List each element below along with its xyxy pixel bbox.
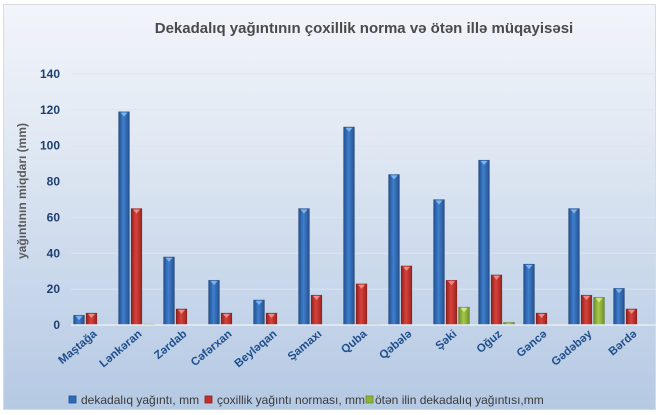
bar-red (490, 274, 503, 326)
legend-swatch-red (204, 395, 213, 404)
bar-blue (388, 174, 400, 326)
bar-group (73, 312, 98, 326)
bar-cap-red (448, 281, 455, 286)
bar-cap-red (313, 296, 320, 301)
y-tick-label: 100 (40, 139, 60, 153)
y-tick-label: 120 (40, 103, 60, 117)
bar-cap-blue (435, 200, 443, 205)
bar-cap-red (358, 284, 365, 289)
bar-group (523, 263, 548, 326)
bar-cap-red (178, 309, 185, 314)
y-axis-ticks: 0 20 40 60 80 100 120 140 (40, 67, 60, 332)
y-tick-label: 80 (47, 175, 61, 189)
legend-swatch-green (365, 395, 374, 404)
bar-blue (613, 287, 625, 326)
bar-group (118, 111, 155, 326)
bar-cap-red (88, 313, 95, 318)
bar-blue (523, 263, 535, 326)
x-tick-label: Oğuz (475, 328, 505, 356)
bar-red (130, 208, 143, 326)
legend-swatch-blue (68, 395, 77, 404)
x-tick-label: Maştağa (56, 328, 99, 367)
bar-group (568, 208, 605, 326)
bar-cap-blue (255, 300, 263, 305)
y-tick-label: 140 (40, 67, 60, 81)
bar-cap-blue (120, 112, 128, 117)
legend-label-series-2: ötən ilin dekadalıq yağıntısı,mm (375, 393, 544, 407)
bar-cap-red (133, 209, 140, 214)
y-tick-label: 60 (47, 210, 61, 224)
bar-cap-blue (210, 281, 218, 286)
bar-cap-red (493, 275, 500, 280)
bar-group (478, 159, 515, 326)
y-tick-label: 0 (53, 318, 60, 332)
bar-blue (343, 126, 355, 326)
x-tick-label: Şamaxı (286, 328, 325, 363)
x-tick-label: Zərdab (152, 328, 189, 362)
x-tick-label: Gədəbəy (550, 328, 595, 369)
bar-cap-blue (390, 175, 398, 180)
bar-group (253, 299, 278, 326)
bar-blue (568, 208, 580, 326)
y-tick-label: 40 (47, 246, 61, 260)
y-axis-label: yağıntının miqdarı (mm) (15, 123, 29, 259)
bar-blue (163, 256, 175, 326)
legend-item-series-1: çoxillik yağıntı norması, mm (204, 393, 365, 407)
bar-group (433, 199, 470, 326)
bar-group (388, 174, 413, 326)
x-tick-label: Cəfərxan (189, 328, 234, 369)
chart-title: Dekadalıq yağıntının çoxillik norma və ö… (155, 20, 573, 37)
bar-red (355, 283, 368, 326)
bar-group (298, 208, 323, 326)
bar-blue (478, 159, 490, 326)
x-tick-label: Lənkəran (98, 328, 145, 370)
bar-cap-blue (75, 316, 83, 321)
x-tick-label: Gəncə (515, 328, 550, 360)
bar-blue (118, 111, 130, 326)
bar-cap-blue (615, 289, 623, 294)
legend-item-series-2: ötən ilin dekadalıq yağıntısı,mm (365, 393, 544, 407)
bar-blue (433, 199, 445, 326)
bar-group (208, 279, 233, 326)
bar-cap-blue (165, 257, 173, 262)
bar-cap-green (460, 308, 468, 313)
bar-cap-red (538, 313, 545, 318)
legend: dekadalıq yağıntı, mm çoxillik yağıntı n… (68, 393, 544, 407)
bar-red (400, 265, 413, 326)
bar-cap-red (223, 313, 230, 318)
y-tick-label: 20 (47, 282, 61, 296)
bar-cap-blue (480, 161, 488, 166)
bar-red (445, 279, 458, 326)
legend-label-series-0: dekadalıq yağıntı, mm (81, 393, 199, 407)
bar-cap-red (268, 313, 275, 318)
bar-cap-red (628, 309, 635, 314)
bar-cap-blue (570, 209, 578, 214)
bar-group (343, 126, 380, 326)
x-tick-label: Bərdə (607, 328, 640, 358)
bar-chart: Dekadalıq yağıntının çoxillik norma və ö… (15, 20, 656, 407)
x-tick-label: Şəki (434, 328, 460, 352)
bars (73, 111, 638, 326)
legend-item-series-0: dekadalıq yağıntı, mm (68, 393, 199, 407)
bar-cap-red (583, 296, 590, 301)
bar-group (163, 256, 188, 326)
bar-cap-blue (300, 209, 308, 214)
bar-cap-blue (345, 127, 353, 132)
x-tick-label: Qəbələ (377, 328, 414, 362)
x-tick-label: Quba (339, 328, 370, 356)
chart-container: Dekadalıq yağıntının çoxillik norma və ö… (3, 4, 656, 410)
bar-cap-blue (525, 265, 533, 270)
bar-blue (298, 208, 310, 326)
legend-label-series-1: çoxillik yağıntı norması, mm (217, 393, 365, 407)
bar-group (613, 287, 638, 326)
gridlines (71, 73, 656, 290)
bar-cap-red (403, 266, 410, 271)
bar-cap-green (595, 298, 603, 303)
x-tick-label: Beyləqan (233, 328, 280, 370)
bar-blue (208, 279, 220, 326)
